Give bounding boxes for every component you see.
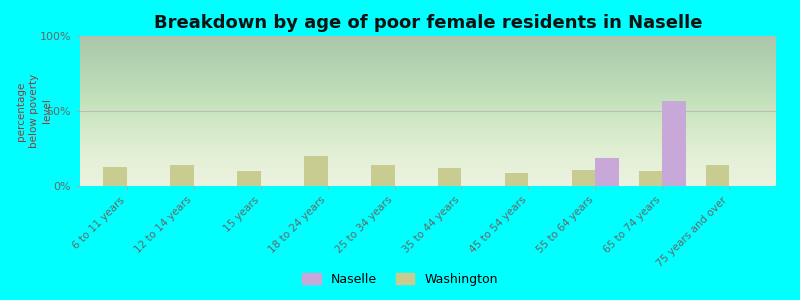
Title: Breakdown by age of poor female residents in Naselle: Breakdown by age of poor female resident… (154, 14, 702, 32)
Bar (639, 171, 662, 186)
Bar (304, 156, 328, 186)
Legend: Naselle, Washington: Naselle, Washington (297, 268, 503, 291)
Y-axis label: percentage
below poverty
level: percentage below poverty level (15, 74, 52, 148)
Bar (572, 169, 595, 186)
Bar (706, 165, 729, 186)
Bar (103, 167, 127, 186)
Bar (170, 165, 194, 186)
Bar (371, 165, 394, 186)
Bar (238, 171, 261, 186)
Bar (595, 158, 618, 186)
Bar (438, 168, 462, 186)
Bar (662, 100, 686, 186)
Bar (505, 172, 528, 186)
